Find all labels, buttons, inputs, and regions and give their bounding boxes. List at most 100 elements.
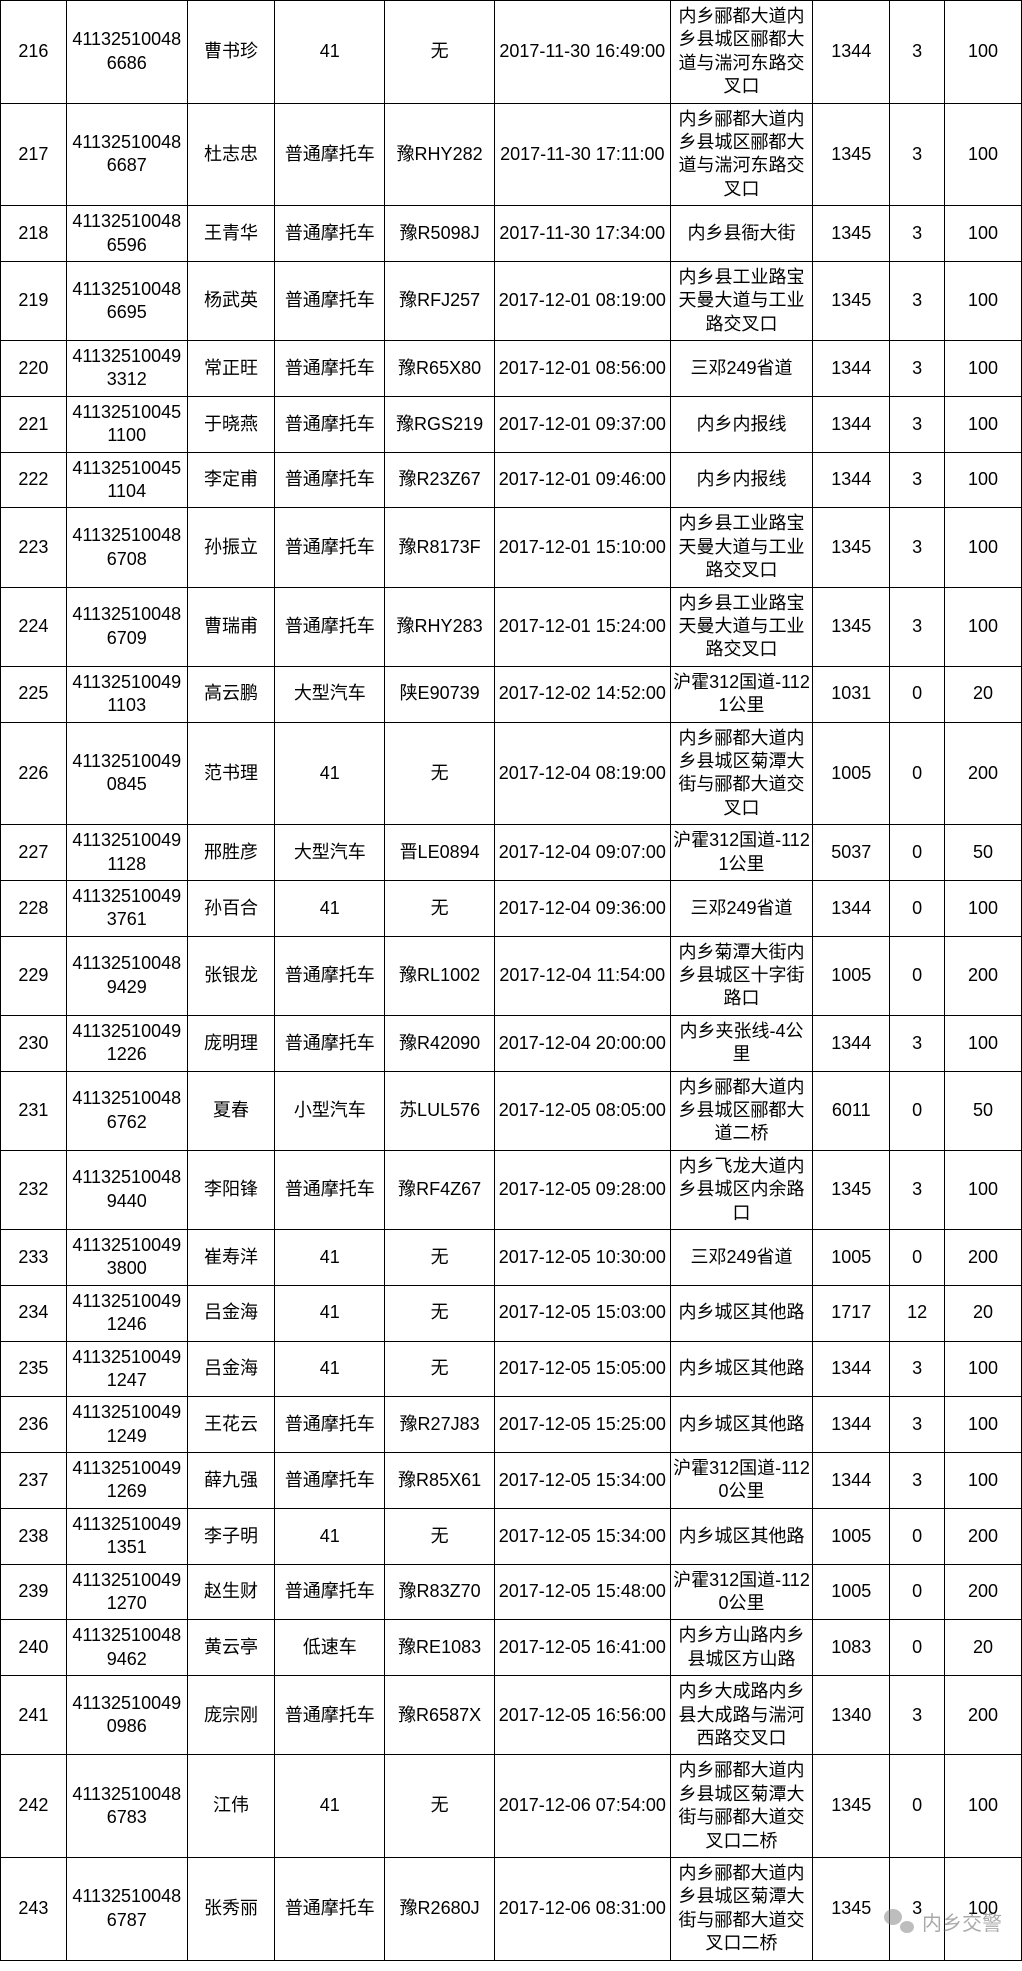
table-cell: 1345 [813,261,890,340]
table-cell: 普通摩托车 [275,1564,385,1620]
table-cell: 江伟 [187,1755,275,1858]
table-cell: 1345 [813,1755,890,1858]
table-cell: 242 [1,1755,67,1858]
table-cell: 1005 [813,1564,890,1620]
table-cell: 内乡夹张线-4公里 [670,1015,813,1071]
table-cell: 豫RL1002 [385,936,495,1015]
table-cell: 2017-12-05 09:28:00 [494,1150,670,1229]
table-cell: 普通摩托车 [275,396,385,452]
table-cell: 孙百合 [187,880,275,936]
table-cell: 1344 [813,341,890,397]
table-row: 240411325100489462黄云亭低速车豫RE10832017-12-0… [1,1620,1022,1676]
table-cell: 41 [275,1755,385,1858]
table-cell: 219 [1,261,67,340]
table-cell: 内乡郦都大道内乡县城区郦都大道与湍河东路交叉口 [670,103,813,206]
table-cell: 豫R42090 [385,1015,495,1071]
table-cell: 229 [1,936,67,1015]
table-cell: 三邓249省道 [670,880,813,936]
table-cell: 无 [385,1229,495,1285]
table-cell: 1344 [813,396,890,452]
table-cell: 吕金海 [187,1285,275,1341]
table-cell: 黄云亭 [187,1620,275,1676]
table-row: 241411325100490986庞宗刚普通摩托车豫R6587X2017-12… [1,1676,1022,1755]
table-row: 237411325100491269薛九强普通摩托车豫R85X612017-12… [1,1453,1022,1509]
table-cell: 411325100489440 [66,1150,187,1229]
table-row: 231411325100486762夏春小型汽车苏LUL5762017-12-0… [1,1071,1022,1150]
table-cell: 3 [890,1150,945,1229]
table-cell: 1344 [813,1015,890,1071]
table-cell: 100 [945,1150,1022,1229]
table-cell: 237 [1,1453,67,1509]
table-cell: 1345 [813,206,890,262]
table-cell: 100 [945,1397,1022,1453]
table-cell: 100 [945,396,1022,452]
table-cell: 1005 [813,936,890,1015]
table-cell: 2017-11-30 17:11:00 [494,103,670,206]
table-row: 220411325100493312常正旺普通摩托车豫R65X802017-12… [1,341,1022,397]
table-cell: 220 [1,341,67,397]
table-cell: 236 [1,1397,67,1453]
table-cell: 豫R2680J [385,1857,495,1960]
table-row: 218411325100486596王青华普通摩托车豫R5098J2017-11… [1,206,1022,262]
table-cell: 李定甫 [187,452,275,508]
table-cell: 2017-12-02 14:52:00 [494,666,670,722]
table-cell: 沪霍312国道-1120公里 [670,1453,813,1509]
table-cell: 1345 [813,1857,890,1960]
table-cell: 豫R5098J [385,206,495,262]
table-cell: 223 [1,508,67,587]
table-cell: 普通摩托车 [275,936,385,1015]
table-cell: 411325100491270 [66,1564,187,1620]
table-cell: 1344 [813,1341,890,1397]
table-cell: 200 [945,1564,1022,1620]
table-cell: 411325100493312 [66,341,187,397]
table-cell: 411325100486596 [66,206,187,262]
table-cell: 411325100490986 [66,1676,187,1755]
table-cell: 3 [890,261,945,340]
table-cell: 3 [890,341,945,397]
table-cell: 1345 [813,587,890,666]
table-cell: 崔寿洋 [187,1229,275,1285]
table-cell: 411325100486787 [66,1857,187,1960]
table-cell: 239 [1,1564,67,1620]
table-row: 230411325100491226庞明理普通摩托车豫R420902017-12… [1,1015,1022,1071]
table-cell: 240 [1,1620,67,1676]
table-cell: 224 [1,587,67,666]
table-row: 229411325100489429张银龙普通摩托车豫RL10022017-12… [1,936,1022,1015]
table-cell: 100 [945,103,1022,206]
table-cell: 薛九强 [187,1453,275,1509]
table-cell: 2017-12-01 08:56:00 [494,341,670,397]
table-cell: 内乡郦都大道内乡县城区菊潭大街与郦都大道交叉口二桥 [670,1857,813,1960]
table-cell: 无 [385,1285,495,1341]
table-cell: 2017-12-06 07:54:00 [494,1755,670,1858]
table-row: 243411325100486787张秀丽普通摩托车豫R2680J2017-12… [1,1857,1022,1960]
table-cell: 1344 [813,452,890,508]
table-cell: 3 [890,1453,945,1509]
table-cell: 2017-12-04 20:00:00 [494,1015,670,1071]
table-cell: 100 [945,587,1022,666]
table-cell: 豫R8173F [385,508,495,587]
table-cell: 411325100491269 [66,1453,187,1509]
table-cell: 庞明理 [187,1015,275,1071]
table-cell: 0 [890,666,945,722]
table-cell: 夏春 [187,1071,275,1150]
table-cell: 411325100493800 [66,1229,187,1285]
table-cell: 内乡县工业路宝天曼大道与工业路交叉口 [670,261,813,340]
table-cell: 2017-12-05 15:03:00 [494,1285,670,1341]
table-cell: 411325100451104 [66,452,187,508]
table-cell: 1345 [813,508,890,587]
table-cell: 234 [1,1285,67,1341]
table-cell: 大型汽车 [275,666,385,722]
watermark-text: 内乡交警 [922,1907,1002,1936]
table-cell: 3 [890,1341,945,1397]
table-cell: 无 [385,1755,495,1858]
table-row: 233411325100493800崔寿洋41无2017-12-05 10:30… [1,1229,1022,1285]
table-cell: 曹书珍 [187,1,275,104]
table-cell: 2017-12-05 10:30:00 [494,1229,670,1285]
table-cell: 225 [1,666,67,722]
table-cell: 228 [1,880,67,936]
table-cell: 218 [1,206,67,262]
table-cell: 孙振立 [187,508,275,587]
table-cell: 235 [1,1341,67,1397]
table-cell: 3 [890,1397,945,1453]
table-cell: 411325100486762 [66,1071,187,1150]
